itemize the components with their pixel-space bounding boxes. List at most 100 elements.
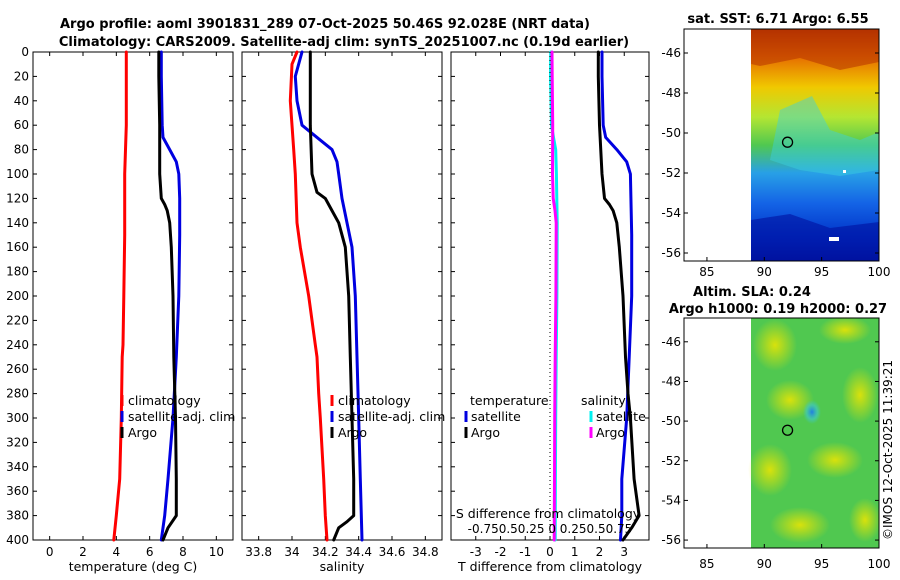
lat-tick-label: -48 (661, 86, 681, 100)
x-tick-label: 6 (146, 545, 154, 559)
lat-tick-label: -46 (661, 335, 681, 349)
x-tick-label: 0 (46, 545, 54, 559)
difference-legend: temperature satellite Argo salinity sate… (464, 393, 646, 440)
lon-tick-label: 85 (699, 557, 714, 571)
legend-label-sal-satellite: satellite (596, 409, 646, 424)
lat-tick-label: -56 (661, 533, 681, 547)
series-line-salinity-argo (550, 50, 558, 542)
series-line-climatology (288, 50, 329, 542)
depth-tick-label: 160 (6, 240, 29, 254)
lon-tick-label: 95 (814, 557, 829, 571)
sst-missing-data (829, 237, 839, 241)
depth-tick-label: 120 (6, 191, 29, 205)
depth-tick-label: 320 (6, 435, 29, 449)
x-tick-label: -3 (470, 545, 482, 559)
legend-label-argo: Argo (128, 425, 157, 440)
argo-float-marker (781, 424, 794, 436)
depth-tick-label: 300 (6, 411, 29, 425)
series-line-temperature-argo (596, 50, 641, 542)
sla-map (683, 316, 881, 549)
sla-high-anomaly (842, 367, 878, 423)
lat-tick-label: -46 (661, 46, 681, 60)
x-tick-label: 33.8 (245, 545, 272, 559)
depth-tick-label: 400 (6, 533, 29, 547)
depth-tick-label: 340 (6, 460, 29, 474)
argo-float-marker (781, 136, 794, 148)
sla-map-ticks: 85 90 95 100 -46 -48 -50 -52 -54 -56 (661, 335, 890, 571)
legend-label-climatology: climatology (338, 393, 411, 408)
lat-tick-label: -52 (661, 166, 681, 180)
salinity-difference-xlabel: S difference from climatology (456, 506, 641, 521)
temperature-legend: climatology satellite-adj. clim Argo (120, 393, 235, 440)
lat-tick-label: -56 (661, 246, 681, 260)
x-axis-ticks: 0 2 4 6 8 10 33.8 34 34.2 34.4 34.6 34.8 -3 -2 -1 0 1 2 3 (46, 52, 628, 559)
legend-title-temperature: temperature (470, 393, 549, 408)
lon-tick-label: 85 (699, 265, 714, 279)
x-tick-label: 34.2 (312, 545, 339, 559)
depth-tick-label: 200 (6, 289, 29, 303)
lon-tick-label: 100 (868, 265, 891, 279)
x-tick-label: -1 (519, 545, 531, 559)
depth-tick-label: 20 (14, 69, 29, 83)
profile-lines (112, 50, 641, 542)
sla-map-title-line-1: Altim. SLA: 0.24 (693, 285, 811, 300)
depth-tick-label: 80 (14, 143, 29, 157)
series-line-satellite-adj-clim (159, 50, 182, 542)
figure-title-line-2: Climatology: CARS2009. Satellite-adj cli… (59, 35, 629, 50)
sla-high-anomaly (748, 444, 792, 496)
legend-label-satellite: satellite-adj. clim (338, 409, 445, 424)
lon-tick-label: 95 (814, 265, 829, 279)
temperature-panel (32, 51, 234, 541)
sst-warm-patch (751, 29, 879, 70)
depth-tick-label: 280 (6, 387, 29, 401)
x-tick-label: -2 (495, 545, 507, 559)
sla-high-anomaly (766, 380, 814, 420)
sst-cold-patch (751, 214, 879, 261)
depth-tick-label: 100 (6, 167, 29, 181)
salinity-legend: climatology satellite-adj. clim Argo (330, 393, 445, 440)
sla-high-anomaly (819, 316, 871, 344)
sla-high-anomaly (753, 319, 797, 371)
x-tick-label: 34.8 (412, 545, 439, 559)
figure-title-line-1: Argo profile: aoml 3901831_289 07-Oct-20… (60, 17, 590, 32)
depth-tick-label: 60 (14, 118, 29, 132)
salinity-difference-ticklabels: -0.750.50.25 0 0.250.50.75 (468, 522, 633, 536)
depth-tick-label: 180 (6, 265, 29, 279)
lat-tick-label: -52 (661, 454, 681, 468)
series-line-argo (157, 50, 178, 542)
depth-tick-label: 40 (14, 94, 29, 108)
salinity-xlabel: salinity (320, 559, 365, 574)
lat-tick-label: -50 (661, 414, 681, 428)
sst-map-ticks: 85 90 95 100 -46 -48 -50 -52 -54 -56 (661, 46, 890, 279)
imos-timestamp: ©IMOS 12-Oct-2025 11:39:21 (881, 360, 895, 540)
sla-map-frame (683, 317, 880, 549)
depth-tick-label: 240 (6, 338, 29, 352)
x-tick-label: 4 (113, 545, 121, 559)
legend-label-climatology: climatology (128, 393, 201, 408)
x-tick-label: 34 (284, 545, 299, 559)
x-tick-label: 3 (620, 545, 628, 559)
series-line-satellite-adj-clim (293, 50, 364, 542)
legend-label-satellite: satellite-adj. clim (128, 409, 235, 424)
sla-high-anomaly (849, 498, 881, 542)
lon-tick-label: 90 (757, 265, 772, 279)
sst-missing-data (843, 170, 846, 173)
legend-label-temp-argo: Argo (471, 425, 500, 440)
legend-label-argo: Argo (338, 425, 367, 440)
legend-label-temp-satellite: satellite (471, 409, 521, 424)
sst-map-title: sat. SST: 6.71 Argo: 6.55 (687, 12, 868, 27)
lat-tick-label: -54 (661, 493, 681, 507)
x-tick-label: 1 (571, 545, 579, 559)
lat-tick-label: -54 (661, 206, 681, 220)
depth-tick-label: 220 (6, 313, 29, 327)
sla-high-anomaly (770, 507, 830, 543)
x-tick-label: 10 (209, 545, 224, 559)
x-tick-label: 2 (79, 545, 87, 559)
x-tick-label: 34.6 (379, 545, 406, 559)
sst-map (683, 28, 880, 262)
depth-tick-label: 0 (21, 45, 29, 59)
depth-tick-label: 140 (6, 216, 29, 230)
legend-title-salinity: salinity (581, 393, 626, 408)
lat-tick-label: -50 (661, 126, 681, 140)
depth-axis-ticks: 0 20 40 60 80 100 120 140 160 180 200 220 240 260 280 3… (6, 45, 649, 547)
